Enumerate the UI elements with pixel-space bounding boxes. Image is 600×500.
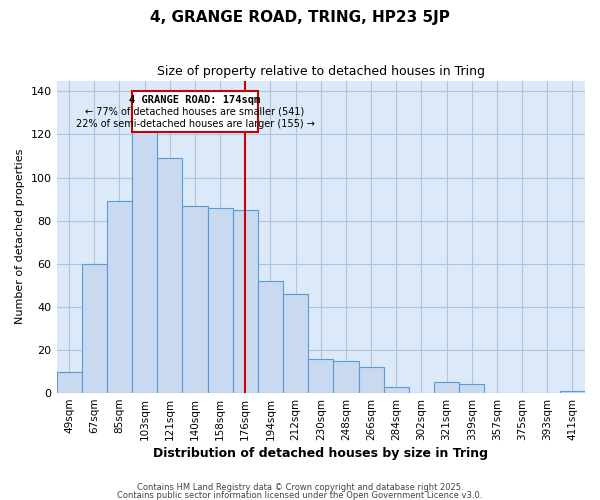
Text: Contains HM Land Registry data © Crown copyright and database right 2025.: Contains HM Land Registry data © Crown c…	[137, 483, 463, 492]
Bar	[107, 202, 132, 393]
Bar	[258, 281, 283, 393]
Bar	[208, 208, 233, 393]
Bar	[132, 106, 157, 393]
Bar	[56, 372, 82, 393]
X-axis label: Distribution of detached houses by size in Tring: Distribution of detached houses by size …	[153, 447, 488, 460]
Bar	[283, 294, 308, 393]
Bar	[308, 358, 334, 393]
Bar	[82, 264, 107, 393]
Bar	[334, 360, 359, 393]
Text: ← 77% of detached houses are smaller (541): ← 77% of detached houses are smaller (54…	[85, 106, 305, 117]
Bar	[157, 158, 182, 393]
Bar	[233, 210, 258, 393]
FancyBboxPatch shape	[132, 92, 258, 132]
Bar	[560, 391, 585, 393]
Text: Contains public sector information licensed under the Open Government Licence v3: Contains public sector information licen…	[118, 490, 482, 500]
Bar	[383, 386, 409, 393]
Text: 4, GRANGE ROAD, TRING, HP23 5JP: 4, GRANGE ROAD, TRING, HP23 5JP	[150, 10, 450, 25]
Bar	[182, 206, 208, 393]
Text: 22% of semi-detached houses are larger (155) →: 22% of semi-detached houses are larger (…	[76, 120, 314, 130]
Bar	[434, 382, 459, 393]
Text: 4 GRANGE ROAD: 174sqm: 4 GRANGE ROAD: 174sqm	[130, 94, 260, 104]
Bar	[359, 367, 383, 393]
Title: Size of property relative to detached houses in Tring: Size of property relative to detached ho…	[157, 65, 485, 78]
Bar	[459, 384, 484, 393]
Y-axis label: Number of detached properties: Number of detached properties	[15, 149, 25, 324]
